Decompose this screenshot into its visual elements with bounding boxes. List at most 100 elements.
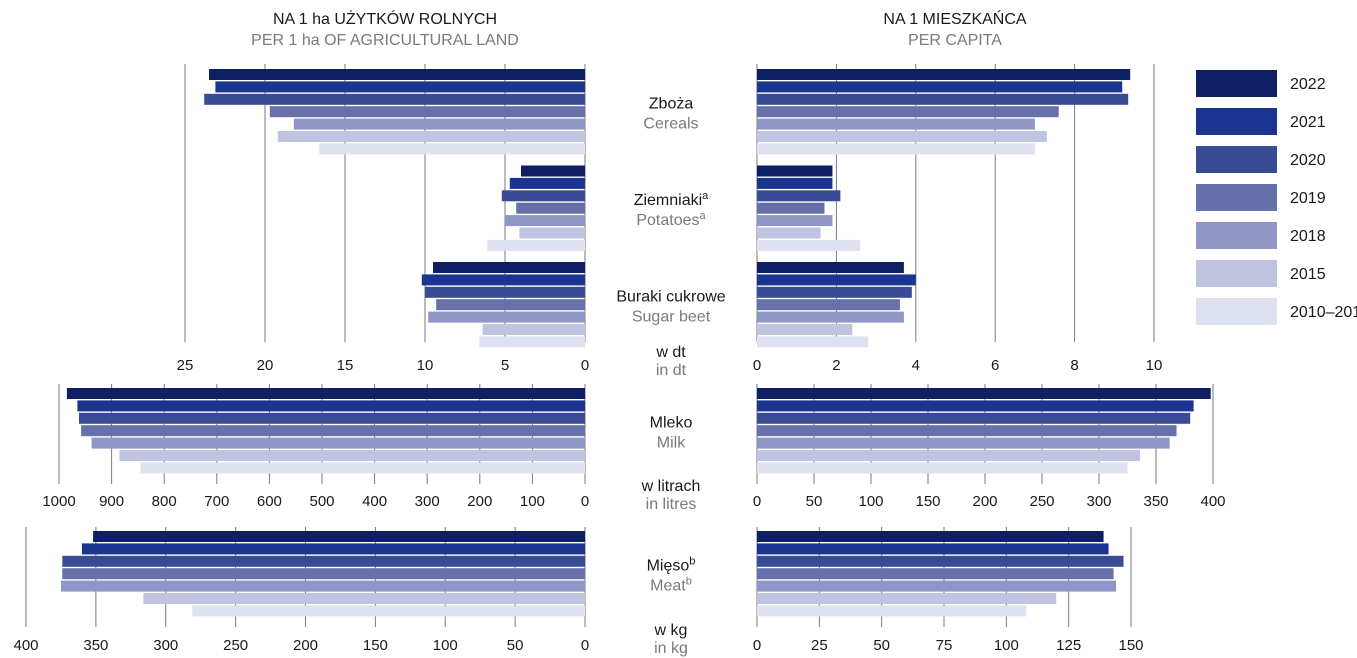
legend-label-2010–2015: 2010–2015: [1290, 304, 1357, 321]
legend-swatch-2022: [1196, 70, 1277, 97]
bar-per-capita-2022: [757, 531, 1104, 542]
tick-label-left: 150: [363, 637, 388, 654]
tick-label-right: 0: [753, 493, 761, 510]
bar-per-capita-2020: [757, 412, 1191, 424]
tick-label-right: 4: [912, 357, 920, 374]
bar-per-capita-2021: [757, 274, 916, 286]
bar-per-ha-2020: [78, 412, 585, 424]
tick-label-left: 50: [507, 637, 524, 654]
bar-per-ha-2010–2015: [192, 605, 586, 617]
bar-per-ha-2022: [521, 165, 585, 177]
tick-label-left: 700: [204, 493, 229, 510]
tick-label-left: 100: [433, 637, 458, 654]
bar-per-ha-2010–2015: [479, 336, 585, 348]
bar-per-capita-2020: [757, 555, 1124, 567]
bar-per-ha-2019: [62, 568, 585, 580]
bar-per-ha-2018: [91, 437, 585, 449]
tick-label-left: 300: [415, 493, 440, 510]
bar-per-capita-2019: [757, 106, 1059, 118]
bar-per-capita-2022: [757, 262, 904, 273]
tick-label-right: 200: [972, 493, 997, 510]
bar-per-ha-2020: [62, 555, 585, 567]
tick-label-left: 0: [581, 493, 589, 510]
tick-label-left: 100: [520, 493, 545, 510]
bar-per-capita-2021: [757, 81, 1123, 93]
tick-label-right: 0: [753, 637, 761, 654]
unit-label: w kg: [654, 622, 688, 639]
tick-label-left: 15: [337, 357, 354, 374]
tick-label-right: 150: [1118, 637, 1143, 654]
bar-per-capita-2015: [757, 593, 1057, 604]
tick-label-right: 50: [806, 493, 823, 510]
bar-per-capita-2015: [757, 324, 853, 335]
legend-swatch-2021: [1196, 108, 1277, 135]
unit-label: w litrach: [641, 478, 701, 495]
bar-per-ha-2010–2015: [319, 143, 585, 155]
category-label: Ziemniakia: [634, 190, 709, 209]
tick-label-left: 10: [417, 357, 434, 374]
legend-label-2022: 2022: [1290, 76, 1326, 93]
tick-label-right: 0: [753, 357, 761, 374]
bar-per-capita-2022: [757, 165, 833, 177]
tick-label-left: 5: [501, 357, 509, 374]
category-label-en: Potatoesa: [636, 210, 706, 229]
unit-label: w dt: [655, 344, 686, 361]
bar-per-capita-2018: [757, 437, 1170, 449]
legend-swatch-2010–2015: [1196, 298, 1277, 325]
tick-label-left: 500: [309, 493, 334, 510]
bar-per-capita-2010–2015: [757, 239, 861, 251]
tick-label-left: 350: [83, 637, 108, 654]
bar-per-ha-2018: [428, 311, 585, 323]
bar-per-capita-2019: [757, 425, 1177, 437]
category-label: Mleko: [650, 415, 693, 432]
bar-per-ha-2019: [269, 106, 585, 118]
legend-swatch-2020: [1196, 146, 1277, 173]
tick-label-right: 250: [1029, 493, 1054, 510]
legend-label-2015: 2015: [1290, 266, 1326, 283]
tick-label-right: 2: [832, 357, 840, 374]
tick-label-left: 0: [581, 637, 589, 654]
bar-per-ha-2022: [209, 69, 585, 80]
bar-per-ha-2010–2015: [140, 462, 585, 474]
bar-per-capita-2021: [757, 177, 833, 189]
bar-per-ha-2015: [119, 450, 586, 461]
category-label: Buraki cukrowe: [616, 289, 725, 306]
bar-per-capita-2020: [757, 93, 1129, 105]
category-label-en: Meatb: [650, 576, 692, 595]
legend: 2022 2021 2020 2019 2018 2015 2010–2015: [1196, 70, 1357, 325]
legend-label-2021: 2021: [1290, 114, 1326, 131]
bar-per-ha-2022: [433, 262, 585, 273]
bar-per-ha-2018: [293, 118, 585, 130]
bar-per-ha-2015: [482, 324, 585, 335]
bar-per-ha-2019: [436, 299, 585, 311]
tick-label-right: 350: [1143, 493, 1168, 510]
category-label-en: Cereals: [643, 116, 698, 133]
bar-per-ha-2019: [516, 202, 585, 214]
unit-label-en: in kg: [654, 640, 688, 657]
legend-label-2020: 2020: [1290, 152, 1326, 169]
bar-per-ha-2021: [215, 81, 585, 93]
bar-per-capita-2022: [757, 69, 1131, 80]
bar-per-capita-2018: [757, 118, 1035, 130]
bar-per-capita-2022: [757, 388, 1211, 399]
bar-per-ha-2021: [509, 177, 585, 189]
bar-per-ha-2022: [93, 531, 585, 542]
legend-label-2018: 2018: [1290, 228, 1326, 245]
tick-label-left: 25: [177, 357, 194, 374]
bar-per-capita-2015: [757, 227, 821, 239]
bar-per-capita-2021: [757, 543, 1109, 555]
bar-per-ha-2021: [421, 274, 585, 286]
tick-label-left: 600: [257, 493, 282, 510]
chart-headers: NA 1 ha UŻYTKÓW ROLNYCH PER 1 ha OF AGRI…: [251, 9, 1027, 49]
tick-label-right: 150: [915, 493, 940, 510]
tick-label-right: 6: [991, 357, 999, 374]
left-header-subtitle: PER 1 ha OF AGRICULTURAL LAND: [251, 32, 519, 49]
bar-per-capita-2010–2015: [757, 143, 1035, 155]
bar-per-ha-2018: [60, 580, 585, 592]
tick-label-left: 200: [293, 637, 318, 654]
category-label-en: Milk: [657, 435, 686, 452]
bar-per-ha-2018: [505, 215, 585, 227]
tick-label-left: 1000: [42, 493, 75, 510]
bars: [60, 69, 1211, 617]
